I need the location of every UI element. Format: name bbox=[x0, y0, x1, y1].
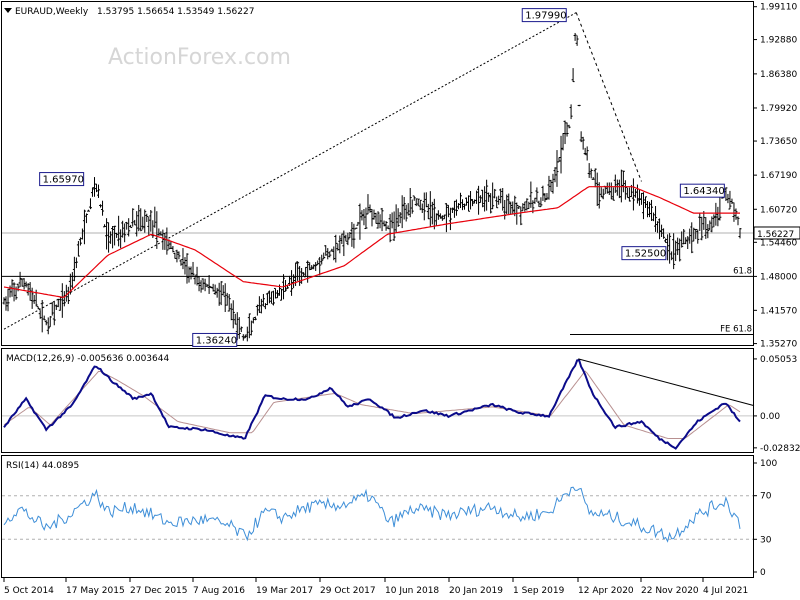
current-price-label: 1.56227 bbox=[757, 230, 794, 240]
x-tick-label-5: 29 Oct 2017 bbox=[320, 586, 376, 596]
price-y-tick-label-1: 1.92880 bbox=[760, 36, 797, 46]
price-panel-frame bbox=[1, 1, 754, 346]
price-label-box-3 bbox=[621, 246, 667, 261]
x-tick-label-7: 20 Jan 2019 bbox=[449, 586, 503, 596]
current-price-tag bbox=[753, 226, 800, 240]
rsi-layer bbox=[2, 486, 753, 543]
price-y-tick-label-5: 1.67190 bbox=[760, 171, 797, 181]
x-tick-label-11: 4 Jul 2021 bbox=[703, 586, 748, 596]
macd-panel-frame bbox=[1, 348, 754, 453]
x-tick-label-2: 27 Dec 2015 bbox=[130, 586, 188, 596]
price-y-tick-label-4: 1.73650 bbox=[760, 137, 797, 147]
x-tick-label-4: 19 Mar 2017 bbox=[256, 586, 313, 596]
price-y-tick-label-3: 1.79920 bbox=[760, 104, 797, 114]
rsi-panel-frame bbox=[1, 455, 754, 578]
price-label-box-1 bbox=[521, 8, 567, 23]
rsi-title: RSI(14) 44.0895 bbox=[6, 461, 79, 471]
price-layer: 61.8 FE 61.8 1.65970 1.97990 1.36240 1.52500 1… bbox=[2, 8, 800, 347]
macd-trendline bbox=[578, 358, 755, 407]
header-ohlc: 1.53795 1.56654 1.53549 1.56227 bbox=[97, 7, 254, 17]
rsi-y-tick-label-1: 70 bbox=[760, 492, 772, 502]
rsi-y-tick-label-3: 0 bbox=[760, 568, 766, 578]
macd-y-tick-label-2: -0.028323 bbox=[760, 444, 800, 454]
watermark: ActionForex.com bbox=[108, 45, 291, 70]
macd-line bbox=[3, 358, 741, 450]
price-y-tick-label-7: 1.54460 bbox=[760, 238, 797, 248]
x-tick-label-0: 5 Oct 2014 bbox=[4, 586, 54, 596]
x-tick-label-1: 17 May 2015 bbox=[66, 586, 125, 596]
price-trendline-1 bbox=[575, 12, 642, 182]
price-label-4: 1.64340 bbox=[683, 186, 724, 197]
x-tick-label-3: 7 Aug 2016 bbox=[193, 586, 245, 596]
macd-title: MACD(12,26,9) -0.005636 0.003644 bbox=[6, 354, 169, 364]
header-triangle-icon bbox=[4, 8, 12, 13]
level-label-0: 61.8 bbox=[733, 266, 752, 276]
macd-signal-line bbox=[3, 370, 741, 439]
price-y-tick-label-2: 1.86380 bbox=[760, 70, 797, 80]
level-label-1: FE 61.8 bbox=[720, 324, 752, 334]
price-label-box-0 bbox=[39, 172, 85, 187]
axis-layer: 1.99110 1.92880 1.86380 1.79920 1.73650 1.671… bbox=[3, 3, 800, 596]
rsi-line bbox=[3, 486, 741, 543]
price-y-tick-label-9: 1.41570 bbox=[760, 306, 797, 316]
price-y-tick-label-10: 1.35270 bbox=[760, 340, 797, 350]
price-label-3: 1.52500 bbox=[625, 249, 666, 260]
price-y-tick-label-0: 1.99110 bbox=[760, 3, 797, 13]
rsi-y-tick-label-0: 100 bbox=[760, 459, 777, 469]
macd-y-tick-label-0: 0.05053 bbox=[760, 355, 797, 365]
price-label-box-4 bbox=[679, 183, 725, 198]
macd-y-tick-label-1: 0.00 bbox=[760, 412, 780, 422]
price-y-tick-label-6: 1.60720 bbox=[760, 205, 797, 215]
rsi-y-tick-label-2: 30 bbox=[760, 535, 772, 545]
x-tick-label-9: 12 Apr 2020 bbox=[578, 586, 634, 596]
macd-layer bbox=[2, 358, 755, 450]
x-tick-label-10: 22 Nov 2020 bbox=[641, 586, 699, 596]
x-tick-label-8: 1 Sep 2019 bbox=[513, 586, 565, 596]
price-trendline-0 bbox=[3, 12, 577, 330]
price-label-0: 1.65970 bbox=[43, 175, 84, 186]
moving-average-line bbox=[3, 186, 740, 298]
x-tick-label-6: 10 Jun 2018 bbox=[385, 586, 439, 596]
price-label-box-2 bbox=[192, 332, 238, 347]
header-symbol: EURAUD,Weekly bbox=[15, 7, 89, 17]
price-y-tick-label-8: 1.48000 bbox=[760, 272, 797, 282]
price-label-2: 1.36240 bbox=[196, 335, 237, 346]
price-label-1: 1.97990 bbox=[525, 11, 566, 22]
